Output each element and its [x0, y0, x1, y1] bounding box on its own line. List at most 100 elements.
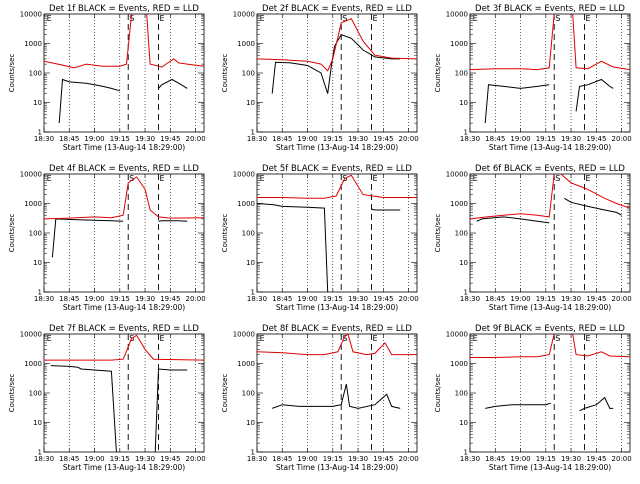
- x-axis-label: Start Time (13-Aug-14 18:29:00): [276, 143, 398, 152]
- event-marker-label: S: [555, 334, 560, 343]
- subplot-7: Det 7f BLACK = Events, RED = LLD 18:30 18:…: [8, 324, 206, 472]
- event-marker-label: E: [586, 174, 591, 183]
- series-line-events: [158, 78, 188, 89]
- x-axis-label: Start Time (13-Aug-14 18:29:00): [276, 463, 398, 472]
- y-tick-label: 1000: [237, 200, 255, 208]
- x-tick-label: 20:00: [398, 455, 418, 463]
- subplot-2: Det 2f BLACK = Events, RED = LLD 18:30 18:…: [221, 4, 419, 152]
- x-tick-label: 19:45: [586, 295, 606, 303]
- x-tick-label: 19:15: [110, 135, 130, 143]
- x-tick-label: 20:00: [611, 135, 631, 143]
- x-tick-label: 19:00: [297, 295, 317, 303]
- x-tick-label: 20:00: [185, 295, 205, 303]
- y-tick-label: 1000: [450, 360, 468, 368]
- y-axis-label: Counts/sec: [434, 374, 442, 413]
- y-tick-label: 1: [38, 289, 42, 297]
- y-tick-label: 1: [251, 129, 255, 137]
- y-axis-label: Counts/sec: [8, 374, 16, 413]
- y-axis-label: Counts/sec: [8, 214, 16, 253]
- x-tick-label: 19:00: [510, 455, 530, 463]
- x-tick-label: 19:30: [348, 135, 368, 143]
- subplot-title: Det 9f BLACK = Events, RED = LLD: [475, 324, 625, 334]
- subplot-title: Det 6f BLACK = Events, RED = LLD: [475, 164, 625, 174]
- x-tick-label: 18:30: [460, 135, 480, 143]
- x-tick-label: 19:30: [561, 295, 581, 303]
- y-axis-label: Counts/sec: [221, 214, 229, 253]
- series-line-events: [371, 208, 401, 211]
- y-tick-label: 1000: [450, 200, 468, 208]
- x-tick-label: 19:15: [536, 295, 556, 303]
- y-tick-label: 1000: [24, 200, 42, 208]
- y-tick-label: 1: [38, 129, 42, 137]
- event-marker-label: E: [160, 14, 165, 23]
- subplot-4: Det 4f BLACK = Events, RED = LLD 18:30 18:…: [8, 164, 206, 312]
- event-marker-label: E: [473, 334, 478, 343]
- x-tick-label: 18:45: [59, 135, 79, 143]
- x-tick-label: 19:00: [84, 135, 104, 143]
- series-line-events: [476, 216, 550, 224]
- subplot-title: Det 3f BLACK = Events, RED = LLD: [475, 4, 625, 14]
- subplot-1: Det 1f BLACK = Events, RED = LLD 18:30 18:…: [8, 4, 206, 152]
- event-marker-label: S: [129, 174, 134, 183]
- event-marker-label: E: [473, 14, 478, 23]
- x-tick-label: 19:00: [510, 135, 530, 143]
- series-line-lld: [257, 174, 417, 199]
- subplot-title: Det 2f BLACK = Events, RED = LLD: [262, 4, 412, 14]
- x-tick-label: 19:45: [373, 455, 393, 463]
- series-line-lld: [44, 14, 133, 69]
- series-line-events: [272, 383, 401, 409]
- series-line-events: [158, 220, 188, 222]
- x-axis-label: Start Time (13-Aug-14 18:29:00): [276, 303, 398, 312]
- y-tick-label: 1000: [237, 40, 255, 48]
- series-line-events: [484, 84, 550, 124]
- event-marker-label: E: [260, 14, 265, 23]
- y-tick-label: 1: [251, 289, 255, 297]
- event-marker-label: S: [342, 334, 347, 343]
- x-tick-label: 18:45: [59, 455, 79, 463]
- subplot-8: Det 8f BLACK = Events, RED = LLD 18:30 18:…: [221, 324, 419, 472]
- x-tick-label: 19:30: [348, 295, 368, 303]
- x-tick-label: 20:00: [398, 135, 418, 143]
- series-group: [44, 176, 204, 258]
- x-tick-label: 19:45: [160, 295, 180, 303]
- x-tick-label: 20:00: [611, 455, 631, 463]
- y-tick-label: 1000: [237, 360, 255, 368]
- y-tick-label: 100: [455, 230, 468, 238]
- y-tick-label: 100: [242, 70, 255, 78]
- x-tick-label: 18:30: [34, 135, 54, 143]
- x-tick-label: 18:45: [59, 295, 79, 303]
- x-tick-label: 19:15: [536, 135, 556, 143]
- event-marker-label: E: [586, 334, 591, 343]
- y-tick-label: 1: [464, 449, 468, 457]
- x-tick-label: 18:30: [247, 135, 267, 143]
- y-axis-label: Counts/sec: [8, 54, 16, 93]
- series-group: [257, 334, 417, 409]
- x-tick-label: 19:30: [135, 135, 155, 143]
- x-tick-label: 18:30: [247, 295, 267, 303]
- y-tick-label: 100: [29, 70, 42, 78]
- y-tick-label: 1: [464, 129, 468, 137]
- y-tick-label: 10000: [446, 331, 468, 339]
- y-tick-label: 10: [33, 419, 42, 427]
- plot-frame: [256, 173, 418, 293]
- x-tick-label: 18:30: [247, 455, 267, 463]
- x-tick-label: 19:45: [160, 455, 180, 463]
- subplot-title: Det 4f BLACK = Events, RED = LLD: [49, 164, 199, 174]
- y-tick-label: 10: [33, 259, 42, 267]
- event-marker-label: S: [342, 14, 347, 23]
- y-tick-label: 10000: [446, 11, 468, 19]
- y-tick-label: 10: [246, 99, 255, 107]
- series-group: [470, 334, 630, 412]
- series-line-lld: [44, 176, 204, 220]
- y-tick-label: 10: [459, 259, 468, 267]
- plot-frame: [43, 173, 205, 293]
- x-tick-label: 19:15: [536, 455, 556, 463]
- x-tick-label: 19:45: [586, 455, 606, 463]
- series-line-events: [564, 197, 622, 216]
- event-marker-label: E: [47, 174, 52, 183]
- x-tick-label: 19:00: [297, 135, 317, 143]
- x-tick-label: 18:45: [272, 455, 292, 463]
- event-marker-label: E: [160, 174, 165, 183]
